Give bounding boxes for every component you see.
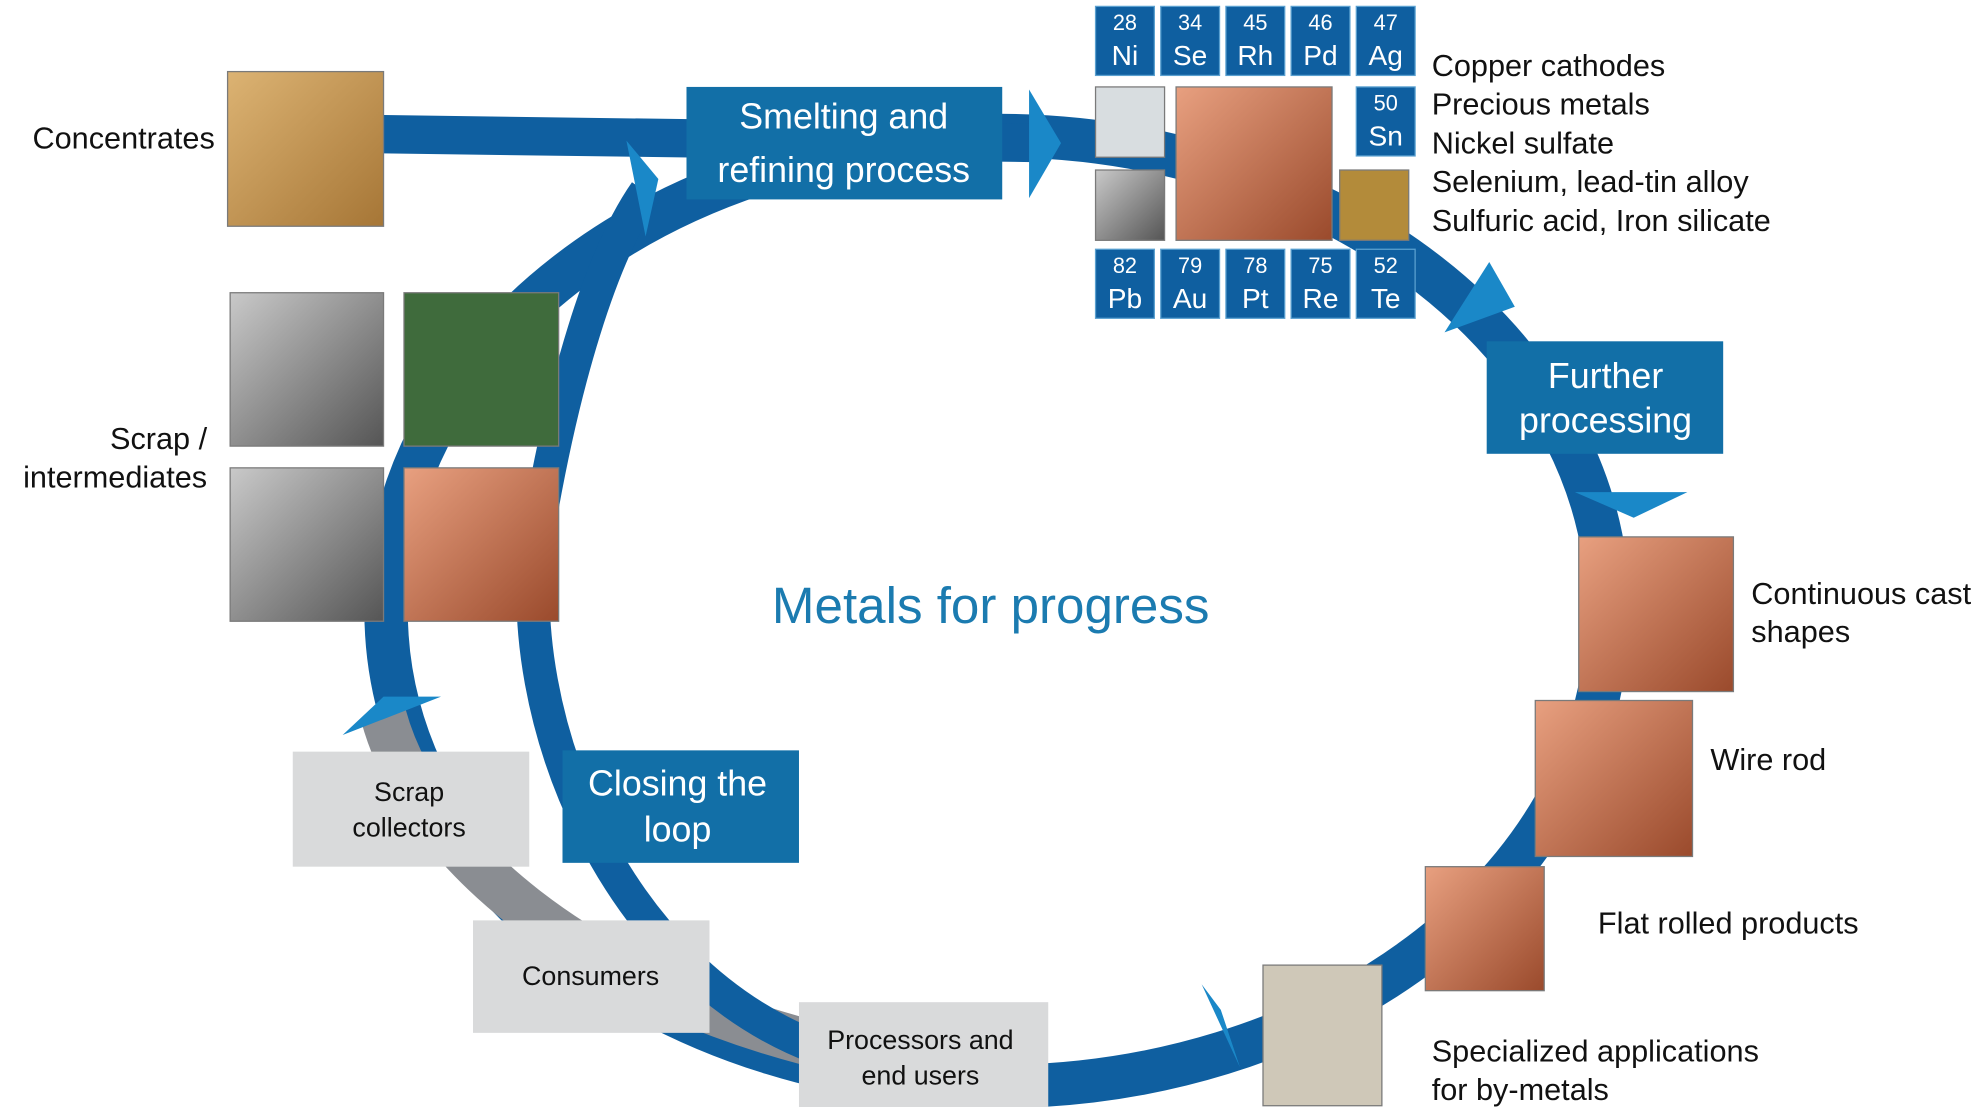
element-symbol: Pb xyxy=(1108,283,1142,314)
process-label: processing xyxy=(1519,401,1692,441)
element-symbol: Rh xyxy=(1237,40,1273,71)
photo xyxy=(228,72,384,227)
photo xyxy=(1340,170,1409,240)
refined-product: Selenium, lead-tin alloy xyxy=(1432,165,1750,199)
element-number: 45 xyxy=(1243,10,1267,35)
photo xyxy=(1579,537,1734,692)
element-number: 50 xyxy=(1374,91,1398,116)
element-symbol: Pd xyxy=(1303,40,1337,71)
process-label: Further xyxy=(1548,356,1663,396)
diagram: Metals for progress Concentrates Scrap / i… xyxy=(0,0,1984,1107)
photo xyxy=(1425,867,1544,991)
photo xyxy=(230,293,383,446)
element-number: 78 xyxy=(1243,253,1267,278)
product-label: Continuous cast xyxy=(1751,577,1971,611)
element-symbol: Au xyxy=(1173,283,1207,314)
photo xyxy=(1263,965,1382,1106)
product-label: shapes xyxy=(1751,615,1850,649)
photo xyxy=(404,293,559,446)
element-number: 47 xyxy=(1374,10,1398,35)
photo xyxy=(230,468,383,621)
element-number: 28 xyxy=(1113,10,1137,35)
arrow xyxy=(1029,89,1061,198)
photo xyxy=(1176,87,1332,240)
photo xyxy=(1096,87,1165,157)
center-title: Metals for progress xyxy=(772,577,1210,634)
element-number: 79 xyxy=(1178,253,1202,278)
element-symbol: Ag xyxy=(1369,40,1403,71)
refined-product: Copper cathodes xyxy=(1432,49,1666,83)
product-label: Specialized applications xyxy=(1432,1034,1759,1068)
photo xyxy=(1096,170,1165,240)
process-label: refining process xyxy=(717,150,970,190)
product-label: for by-metals xyxy=(1432,1073,1609,1107)
process-label: loop xyxy=(644,810,712,850)
chain-label: end users xyxy=(862,1061,980,1091)
element-number: 82 xyxy=(1113,253,1137,278)
element-symbol: Sn xyxy=(1369,120,1403,151)
input-label: intermediates xyxy=(23,460,207,494)
element-symbol: Te xyxy=(1371,283,1401,314)
photo xyxy=(1535,701,1692,857)
chain-label: Consumers xyxy=(522,961,659,991)
chain-box xyxy=(293,752,529,867)
element-number: 46 xyxy=(1308,10,1332,35)
product-label: Flat rolled products xyxy=(1598,907,1859,941)
process-label: Closing the xyxy=(588,764,767,804)
element-symbol: Re xyxy=(1303,283,1339,314)
chain-label: collectors xyxy=(352,813,465,843)
element-number: 75 xyxy=(1308,253,1332,278)
refined-product: Precious metals xyxy=(1432,88,1650,122)
element-symbol: Pt xyxy=(1242,283,1269,314)
element-number: 34 xyxy=(1178,10,1202,35)
element-symbol: Se xyxy=(1173,40,1207,71)
refined-product: Sulfuric acid, Iron silicate xyxy=(1432,204,1771,238)
input-label: Concentrates xyxy=(32,122,214,156)
process-label: Smelting and xyxy=(739,96,948,136)
element-symbol: Ni xyxy=(1112,40,1139,71)
refined-product: Nickel sulfate xyxy=(1432,126,1614,160)
product-label: Wire rod xyxy=(1710,743,1826,777)
input-label: Scrap / xyxy=(110,422,208,456)
element-number: 52 xyxy=(1374,253,1398,278)
chain-label: Scrap xyxy=(374,777,444,807)
photo xyxy=(404,468,559,621)
chain-label: Processors and xyxy=(827,1025,1013,1055)
